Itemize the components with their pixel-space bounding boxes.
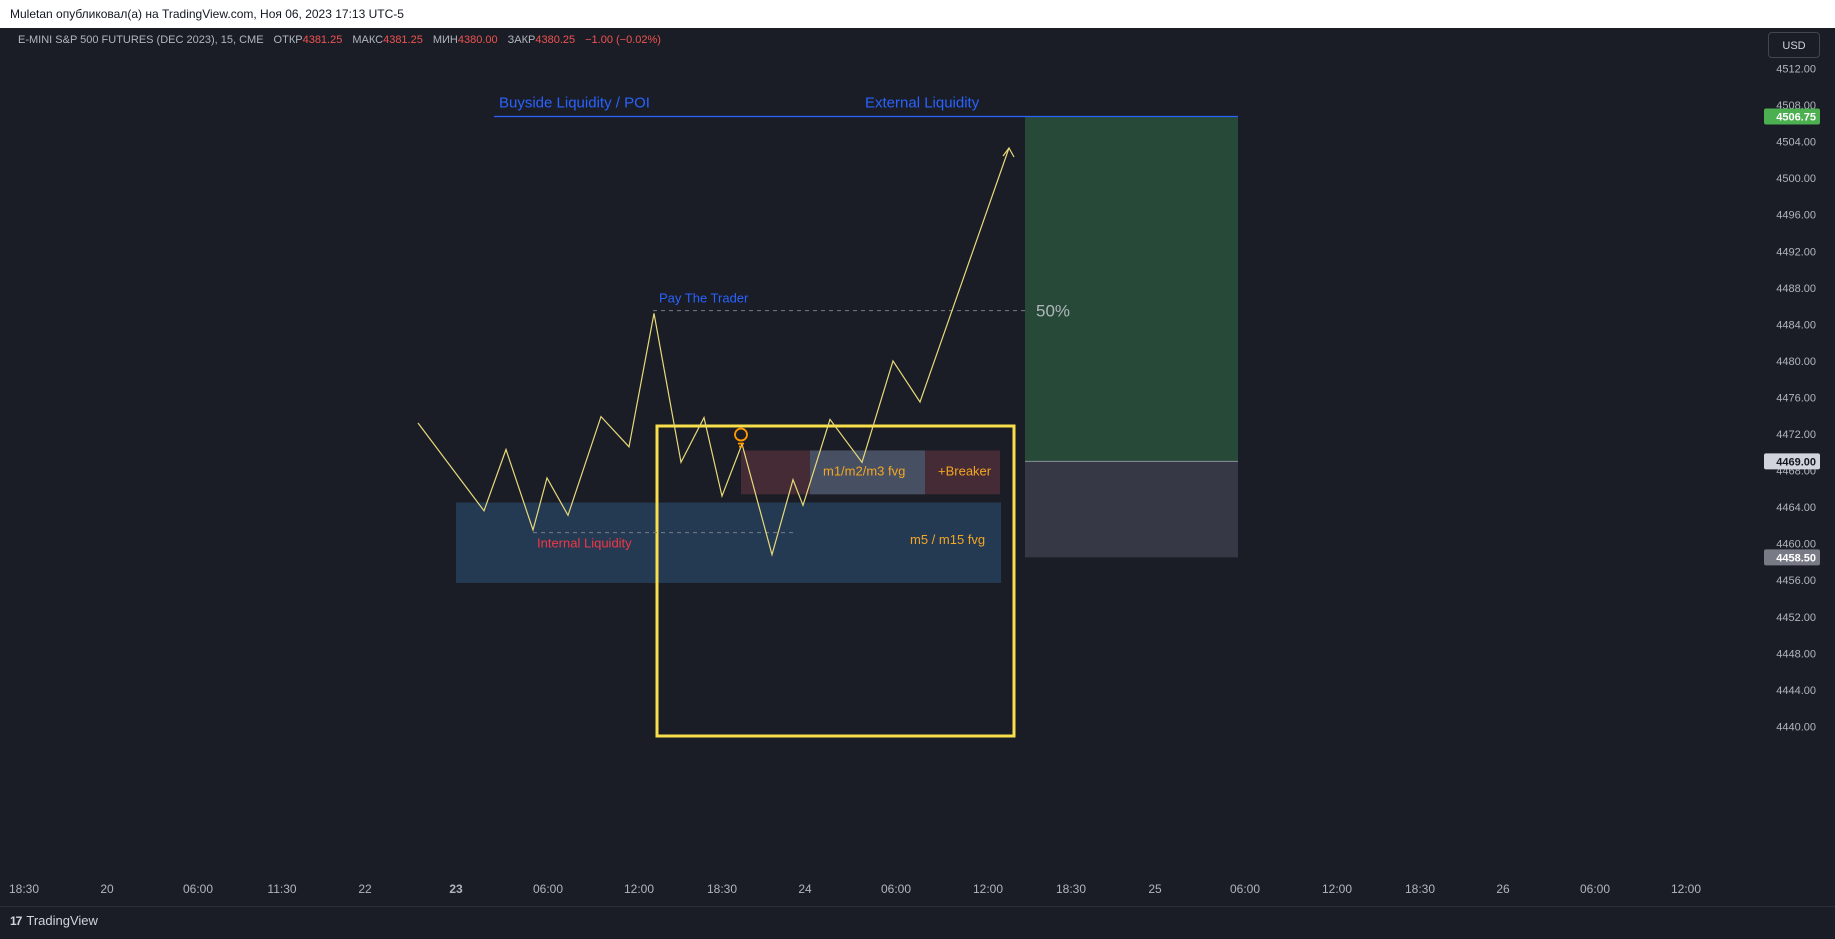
fifty-percent-label: 50% bbox=[1036, 302, 1070, 321]
price-path-arrowhead bbox=[1002, 146, 1015, 158]
price-badge-label: 4458.50 bbox=[1776, 552, 1816, 564]
high-value: 4381.25 bbox=[383, 34, 423, 46]
price-badge-label: 4506.75 bbox=[1776, 111, 1816, 123]
price-tick-label: 4512.00 bbox=[1776, 64, 1816, 76]
time-tick-label: 23 bbox=[449, 882, 463, 896]
price-badges: 4506.75 4469.00 4458.50 bbox=[1764, 108, 1820, 566]
price-tick-label: 4456.00 bbox=[1776, 575, 1816, 587]
time-tick-label: 06:00 bbox=[1230, 882, 1260, 896]
time-tick-label: 06:00 bbox=[183, 882, 213, 896]
breaker-label: +Breaker bbox=[938, 464, 992, 479]
time-tick-label: 12:00 bbox=[624, 882, 654, 896]
price-tick-label: 4476.00 bbox=[1776, 392, 1816, 404]
price-tick-label: 4464.00 bbox=[1776, 502, 1816, 514]
external-liquidity-label: External Liquidity bbox=[865, 94, 980, 111]
target-zone[interactable] bbox=[1025, 116, 1238, 462]
time-tick-label: 22 bbox=[358, 882, 372, 896]
price-badge-label: 4469.00 bbox=[1776, 456, 1816, 468]
internal-liquidity-label: Internal Liquidity bbox=[537, 536, 632, 551]
time-tick-label: 06:00 bbox=[881, 882, 911, 896]
price-path-line bbox=[417, 147, 1010, 557]
tradingview-logo[interactable]: 17 TradingView bbox=[10, 913, 98, 928]
time-tick-label: 18:30 bbox=[1405, 882, 1435, 896]
price-badge-target bbox=[1764, 108, 1820, 125]
close-value: 4380.25 bbox=[535, 34, 576, 46]
close-label: ЗАКР bbox=[507, 34, 536, 46]
currency-button[interactable]: USD bbox=[1768, 32, 1820, 58]
price-tick-label: 4472.00 bbox=[1776, 429, 1816, 441]
htf-fvg-label: m5 / m15 fvg bbox=[910, 532, 985, 547]
ltf-fvg-label: m1/m2/m3 fvg bbox=[823, 464, 905, 479]
publisher-line: Muletan опубликовал(а) на TradingView.co… bbox=[0, 0, 1835, 28]
brand-name: TradingView bbox=[26, 913, 98, 928]
time-tick-label: 20 bbox=[100, 882, 114, 896]
price-axis[interactable]: 4440.00 4444.00 4448.00 4452.00 4456.00 4460.… bbox=[1776, 64, 1816, 734]
price-badge-stop bbox=[1764, 549, 1820, 566]
time-tick-label: 11:30 bbox=[267, 882, 296, 896]
symbol-name: E-MINI S&P 500 FUTURES (DEC 2023), 15, C… bbox=[18, 34, 264, 46]
chart-canvas[interactable]: Buyside Liquidity / POI External Liquidi… bbox=[0, 28, 1835, 906]
price-tick-label: 4504.00 bbox=[1776, 137, 1816, 149]
time-tick-label: 18:30 bbox=[9, 882, 39, 896]
time-tick-label: 26 bbox=[1496, 882, 1510, 896]
time-tick-label: 24 bbox=[798, 882, 812, 896]
stop-zone[interactable] bbox=[1025, 461, 1238, 558]
price-path[interactable] bbox=[417, 146, 1015, 557]
price-tick-label: 4452.00 bbox=[1776, 612, 1816, 624]
symbol-legend: E-MINI S&P 500 FUTURES (DEC 2023), 15, C… bbox=[18, 34, 671, 46]
price-tick-label: 4444.00 bbox=[1776, 685, 1816, 697]
time-tick-label: 12:00 bbox=[973, 882, 1003, 896]
time-tick-label: 06:00 bbox=[533, 882, 563, 896]
price-tick-label: 4500.00 bbox=[1776, 173, 1816, 185]
price-badge-entry bbox=[1764, 453, 1820, 470]
time-axis[interactable]: 18:30 20 06:00 11:30 22 23 06:00 12:00 18:30 24 06… bbox=[9, 882, 1701, 896]
htf-fvg-zone[interactable] bbox=[456, 502, 1001, 583]
price-tick-label: 4488.00 bbox=[1776, 283, 1816, 295]
pay-the-trader-label: Pay The Trader bbox=[659, 291, 749, 306]
price-tick-label: 4460.00 bbox=[1776, 539, 1816, 551]
buyside-liquidity-label: Buyside Liquidity / POI bbox=[499, 94, 650, 111]
ltf-fvg-zone[interactable] bbox=[810, 450, 925, 495]
tradingview-logo-icon: 17 bbox=[10, 913, 22, 928]
high-label: МАКС bbox=[352, 34, 384, 46]
time-tick-label: 18:30 bbox=[1056, 882, 1086, 896]
low-label: МИН bbox=[432, 34, 458, 46]
time-tick-label: 06:00 bbox=[1580, 882, 1610, 896]
lightbulb-icon[interactable] bbox=[734, 427, 748, 448]
price-tick-label: 4492.00 bbox=[1776, 246, 1816, 258]
time-tick-label: 12:00 bbox=[1671, 882, 1701, 896]
time-tick-label: 18:30 bbox=[707, 882, 737, 896]
price-tick-label: 4480.00 bbox=[1776, 356, 1816, 368]
open-value: 4381.25 bbox=[302, 34, 343, 46]
open-label: ОТКР bbox=[273, 34, 303, 46]
price-tick-label: 4440.00 bbox=[1776, 721, 1816, 733]
footer: 17 TradingView bbox=[0, 906, 1835, 939]
chart-area[interactable]: E-MINI S&P 500 FUTURES (DEC 2023), 15, C… bbox=[0, 28, 1835, 906]
time-tick-label: 25 bbox=[1148, 882, 1162, 896]
price-tick-label: 4448.00 bbox=[1776, 648, 1816, 660]
price-tick-label: 4496.00 bbox=[1776, 210, 1816, 222]
price-tick-label: 4484.00 bbox=[1776, 319, 1816, 331]
change-value: −1.00 (−0.02%) bbox=[585, 34, 661, 46]
low-value: 4380.00 bbox=[457, 34, 498, 46]
time-tick-label: 12:00 bbox=[1322, 882, 1352, 896]
